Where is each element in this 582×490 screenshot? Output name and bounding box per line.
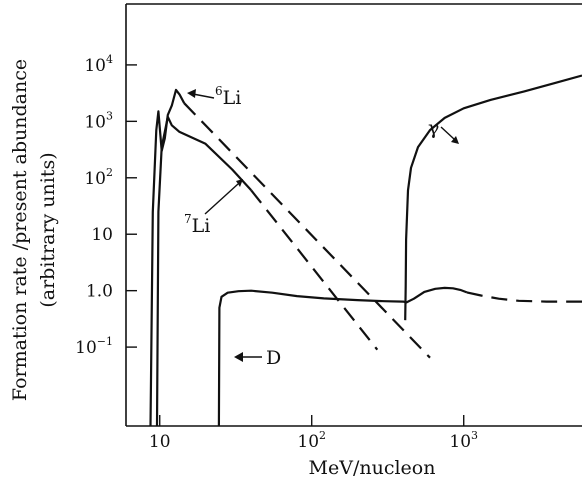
curve-labels: 6Li 7Li D γ: [184, 84, 459, 369]
li6-arrowhead: [187, 89, 196, 98]
curve-label-li7-text: Li: [192, 215, 211, 237]
x-tick-label-1: 102: [297, 429, 326, 452]
curve-label-li6-sup: 6: [215, 84, 223, 98]
curve-label-li7-sup: 7: [184, 212, 192, 226]
series-d-dashed: [466, 291, 582, 303]
y-tick-label-3: 10: [91, 225, 113, 245]
y-tick-label-5: 10−1: [75, 335, 113, 358]
series-li6-solid: [149, 88, 186, 427]
li6-pointer: [192, 93, 215, 99]
curve-label-li6-text: Li: [223, 87, 242, 109]
curve-label-li7: 7Li: [184, 212, 210, 237]
plot-frame: [125, 3, 582, 427]
x-axis-label: MeV/nucleon: [309, 457, 436, 479]
y-tick-label-1: 103: [84, 109, 113, 132]
li7-arrowhead: [236, 179, 243, 187]
x-axis-ticks: 10 102 103: [149, 415, 478, 452]
curves: [149, 74, 582, 427]
x-tick-label-2: 103: [449, 429, 478, 452]
series-gamma-solid: [404, 74, 582, 321]
x-tick-label-0: 10: [149, 432, 171, 452]
gamma-arrowhead: [451, 136, 459, 144]
curve-label-li6: 6Li: [215, 84, 241, 109]
y-axis-ticks: 104 103 102 10 1.0 10−1: [75, 53, 137, 358]
gamma-pointer: [440, 126, 455, 140]
series-li7-solid: [155, 115, 253, 427]
series-li7-dashed: [250, 189, 379, 351]
series-d-solid: [217, 286, 468, 427]
series-li6-dashed: [183, 102, 431, 359]
curve-label-gamma: γ: [428, 117, 439, 139]
y-tick-label-2: 102: [84, 166, 113, 189]
y-tick-label-0: 104: [84, 53, 113, 76]
li7-pointer: [204, 183, 239, 215]
y-axis-units: (arbitrary units): [37, 152, 59, 307]
y-axis-label: Formation rate /present abundance: [9, 59, 31, 401]
d-arrowhead: [234, 352, 243, 362]
curve-label-d: D: [266, 347, 281, 369]
y-tick-label-4: 1.0: [86, 282, 113, 302]
